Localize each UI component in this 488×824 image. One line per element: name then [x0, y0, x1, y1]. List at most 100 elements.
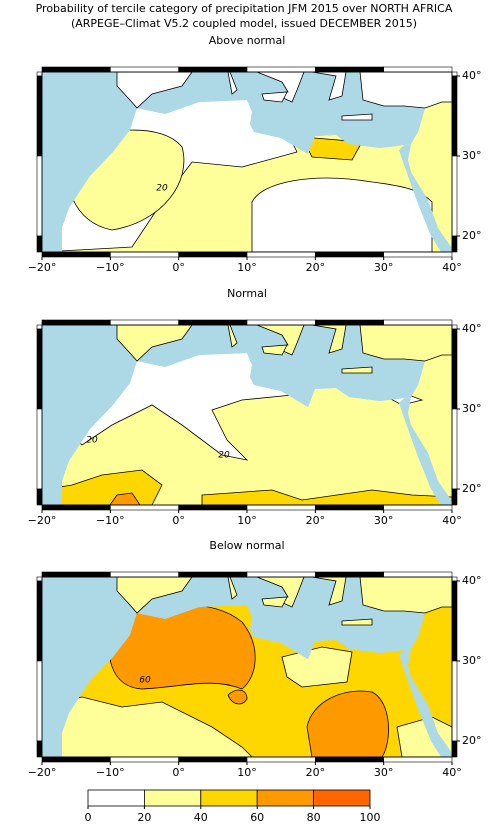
contour-label: 20 — [156, 184, 168, 194]
lon-tick-label: 0° — [172, 261, 185, 274]
lon-tick-label: 10° — [237, 261, 257, 274]
lat-tick-label: 20° — [462, 734, 482, 747]
frame-strip — [41, 251, 111, 258]
colorbar-tick-label: 20 — [137, 811, 151, 824]
colorbar-swatch — [87, 789, 145, 807]
frame-strip — [451, 580, 458, 662]
lon-tick-label: 30° — [374, 261, 394, 274]
frame-strip — [178, 756, 248, 763]
map-panel: Normal 20 20 −20° −10° 0° 10° 20° 30° 40° 20° 30° 40… — [28, 287, 482, 527]
frame-strip — [315, 571, 384, 578]
lat-tick-label: 20° — [462, 482, 482, 495]
frame-strip — [451, 71, 458, 77]
frame-strip — [178, 504, 248, 511]
frame-strip — [451, 328, 458, 410]
lon-tick-label: −20° — [28, 766, 57, 779]
frame-strip — [178, 319, 248, 326]
frame-strip — [451, 660, 458, 742]
colorbar-swatch — [200, 789, 258, 807]
frame-strip — [315, 756, 384, 763]
lat-tick-label: 30° — [462, 149, 482, 162]
colorbar: 0 20 40 60 80 100 — [85, 789, 381, 824]
lat-tick-label: 30° — [462, 654, 482, 667]
lat-tick-label: 40° — [462, 69, 482, 82]
frame-strip — [36, 71, 43, 77]
frame-strip — [36, 155, 43, 237]
frame-strip — [451, 324, 458, 330]
frame-strip — [110, 319, 179, 326]
frame-strip — [246, 756, 316, 763]
map-border — [41, 324, 453, 506]
lon-tick-label: 20° — [306, 514, 326, 527]
lat-tick-label: 30° — [462, 402, 482, 415]
colorbar-tick-label: 0 — [85, 811, 92, 824]
lon-tick-label: 0° — [172, 766, 185, 779]
lat-tick-label: 40° — [462, 574, 482, 587]
frame-strip — [36, 324, 43, 330]
frame-strip — [451, 740, 458, 758]
colorbar-tick-label: 40 — [194, 811, 208, 824]
lon-tick-label: −20° — [28, 514, 57, 527]
colorbar-swatch — [144, 789, 202, 807]
frame-strip — [246, 319, 316, 326]
contour-label: 20 — [86, 436, 98, 446]
frame-strip — [41, 66, 111, 73]
lon-tick-label: 40° — [442, 261, 462, 274]
frame-strip — [36, 235, 43, 253]
frame-strip — [383, 504, 453, 511]
panel-title: Normal — [227, 287, 267, 300]
lon-tick-label: −10° — [96, 514, 125, 527]
map-border — [41, 71, 453, 253]
frame-strip — [41, 319, 111, 326]
frame-strip — [451, 235, 458, 253]
lon-tick-label: 40° — [442, 766, 462, 779]
frame-strip — [178, 66, 248, 73]
frame-strip — [315, 319, 384, 326]
lon-tick-label: 10° — [237, 766, 257, 779]
colorbar-swatch — [313, 789, 371, 807]
frame-strip — [41, 504, 111, 511]
frame-strip — [41, 756, 111, 763]
frame-strip — [36, 75, 43, 157]
frame-strip — [110, 251, 179, 258]
frame-strip — [315, 504, 384, 511]
frame-strip — [36, 408, 43, 490]
map-border — [41, 576, 453, 758]
frame-strip — [451, 488, 458, 506]
frame-strip — [178, 571, 248, 578]
frame-strip — [110, 756, 179, 763]
title: Probability of tercile category of preci… — [36, 2, 453, 15]
lon-tick-label: −20° — [28, 261, 57, 274]
frame-strip — [178, 251, 248, 258]
frame-strip — [451, 155, 458, 237]
frame-strip — [36, 328, 43, 410]
frame-strip — [383, 571, 453, 578]
frame-strip — [451, 576, 458, 582]
frame-strip — [246, 251, 316, 258]
frame-strip — [383, 251, 453, 258]
panel-title: Below normal — [209, 539, 284, 552]
colorbar-tick-label: 60 — [250, 811, 264, 824]
frame-strip — [451, 408, 458, 490]
frame-strip — [36, 740, 43, 758]
frame-strip — [451, 75, 458, 157]
lon-tick-label: 30° — [374, 766, 394, 779]
colorbar-swatch — [256, 789, 314, 807]
map-panel: Below normal 60 −20° −10° 0° 10° 20° 30° 40° 20° 3… — [28, 539, 482, 779]
frame-strip — [36, 488, 43, 506]
frame-strip — [315, 251, 384, 258]
lon-tick-label: 40° — [442, 514, 462, 527]
frame-strip — [246, 504, 316, 511]
lon-tick-label: 30° — [374, 514, 394, 527]
lat-tick-label: 40° — [462, 322, 482, 335]
lon-tick-label: 10° — [237, 514, 257, 527]
contour-label: 20 — [218, 451, 230, 461]
frame-strip — [315, 66, 384, 73]
map-panel: Above normal 20 −20° −10° 0° 10° 20° 30° 40° 20° 3… — [28, 34, 482, 274]
frame-strip — [246, 66, 316, 73]
frame-strip — [36, 660, 43, 742]
lon-tick-label: −10° — [96, 261, 125, 274]
lon-tick-label: 0° — [172, 514, 185, 527]
frame-strip — [383, 756, 453, 763]
